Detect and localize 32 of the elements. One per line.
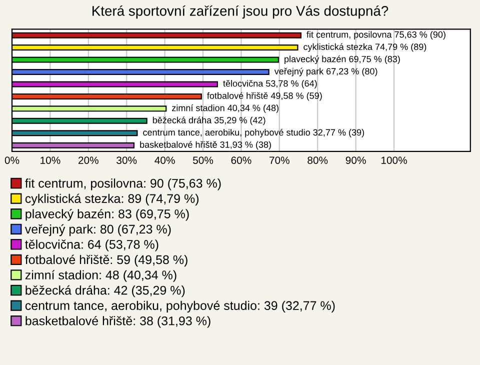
legend-label: fit centrum, posilovna: 90 (75,63 %) bbox=[25, 178, 221, 190]
legend-label: zimní stadion: 48 (40,34 %) bbox=[25, 270, 176, 282]
legend-label: tělocvična: 64 (53,78 %) bbox=[25, 240, 158, 252]
legend-label: centrum tance, aerobiku, pohybové studio: 39 (32,77 %) bbox=[25, 300, 335, 312]
x-tick-label: 40% bbox=[154, 156, 175, 164]
data-label: fit centrum, posilovna 75,63 % (90) bbox=[306, 31, 446, 40]
data-label: centrum tance, aerobiku, pohybové studio 32,77 % (39) bbox=[143, 128, 364, 138]
data-label: basketbalové hřiště 31,93 % (38) bbox=[140, 141, 271, 150]
x-tick-label: 80% bbox=[308, 156, 328, 164]
legend-label: fotbalové hřiště: 59 (49,58 %) bbox=[25, 254, 188, 267]
x-tick-label: 90% bbox=[346, 156, 366, 164]
x-tick-label: 0% bbox=[4, 156, 20, 164]
x-tick-label: 10% bbox=[40, 156, 60, 164]
legend-label: plavecký bazén: 83 (69,75 %) bbox=[26, 208, 189, 221]
x-tick-label: 50% bbox=[192, 156, 214, 164]
data-label: cyklistická stezka 74,79 % (89) bbox=[304, 43, 426, 52]
x-tick-label: 100% bbox=[381, 156, 407, 164]
data-label: zimní stadion 40,34 % (48) bbox=[172, 104, 278, 113]
legend-label: basketbalové hřiště: 38 (31,93 %) bbox=[26, 316, 210, 328]
data-label: plavecký bazén 69,75 % (83) bbox=[284, 56, 400, 64]
legend-label: běžecká dráha: 42 (35,29 %) bbox=[26, 285, 185, 298]
data-label: fotbalové hřiště 49,58 % (59) bbox=[207, 92, 322, 101]
x-tick-label: 20% bbox=[78, 156, 98, 164]
chart-title: Která sportovní zařízení jsou pro Vás dostupná? bbox=[92, 5, 388, 19]
x-tick-label: 70% bbox=[270, 156, 290, 164]
data-label: tělocvična 53,78 % (64) bbox=[223, 80, 317, 88]
legend-label: veřejný park: 80 (67,23 %) bbox=[24, 224, 171, 236]
x-tick-label: 60% bbox=[231, 156, 252, 164]
x-tick-label: 30% bbox=[116, 156, 137, 164]
legend-label: cyklistická stezka: 89 (74,79 %) bbox=[25, 194, 198, 206]
data-label: veřejný park 67,23 % (80) bbox=[274, 68, 378, 76]
data-label: běžecká dráha 35,29 % (42) bbox=[152, 116, 266, 126]
